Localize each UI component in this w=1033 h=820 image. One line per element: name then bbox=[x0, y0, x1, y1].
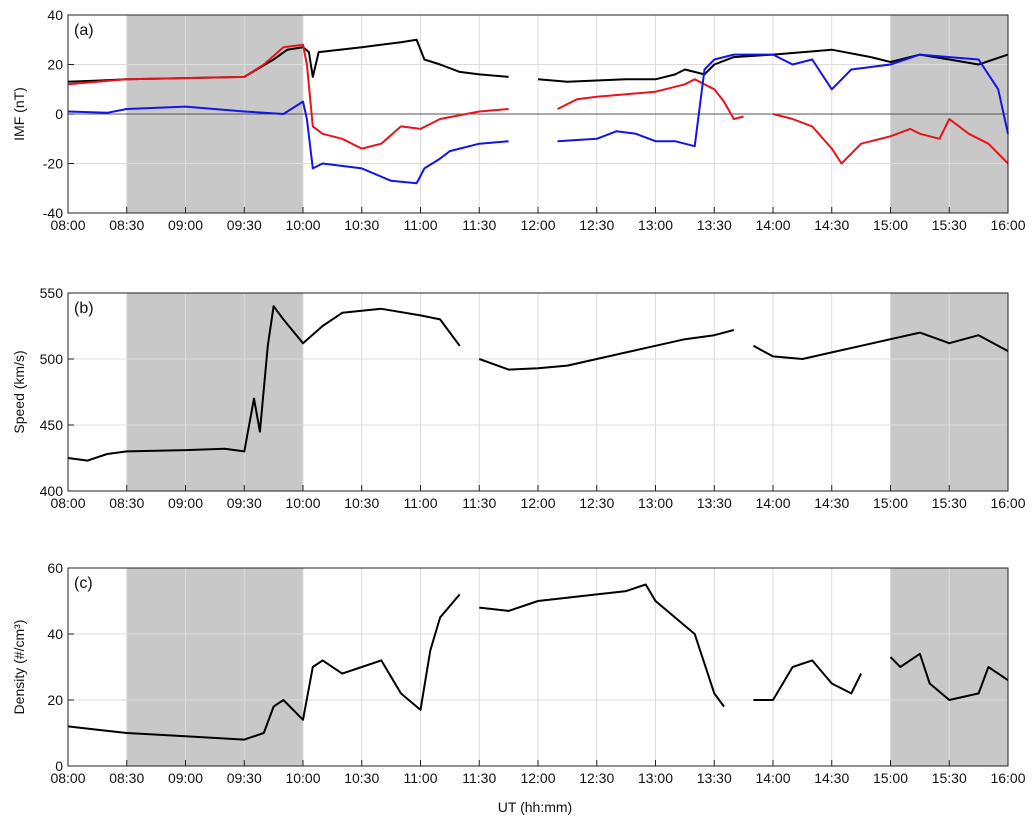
y-axis-title: IMF (nT) bbox=[11, 87, 27, 141]
series-line-blue bbox=[67, 53, 1009, 185]
x-tick-label: 12:00 bbox=[520, 770, 555, 786]
x-tick-label: 16:00 bbox=[990, 770, 1025, 786]
x-tick-label: 10:30 bbox=[344, 495, 379, 511]
x-tick-label: 10:30 bbox=[344, 770, 379, 786]
x-tick-label: 11:00 bbox=[404, 770, 438, 786]
y-tick-label: 0 bbox=[55, 758, 63, 774]
x-tick-label: 11:00 bbox=[404, 217, 438, 233]
x-tick-label: 15:30 bbox=[932, 217, 967, 233]
x-tick-label: 12:00 bbox=[520, 217, 555, 233]
y-tick-label: 40 bbox=[47, 626, 63, 642]
series-line-black bbox=[67, 583, 1009, 741]
x-tick-label: 14:00 bbox=[755, 217, 790, 233]
x-tick-label: 13:30 bbox=[697, 217, 732, 233]
x-tick-label: 15:30 bbox=[932, 495, 967, 511]
x-tick-label: 15:30 bbox=[932, 770, 967, 786]
y-tick-label: 500 bbox=[40, 351, 64, 367]
x-tick-label: 10:00 bbox=[285, 495, 320, 511]
y-tick-label: -40 bbox=[43, 205, 63, 221]
speed-panel: 08:00 08:30 09:00 09:30 10:00 10:30 11:00 11:30… bbox=[11, 285, 1026, 511]
y-tick-label: 0 bbox=[55, 106, 63, 122]
x-tick-label: 09:00 bbox=[168, 217, 203, 233]
x-tick-label: 12:30 bbox=[579, 495, 614, 511]
panel-label: (b) bbox=[74, 300, 94, 317]
x-tick-label: 08:00 bbox=[50, 495, 85, 511]
x-tick-label: 14:30 bbox=[814, 770, 849, 786]
x-tick-label: 16:00 bbox=[990, 495, 1025, 511]
x-tick-label: 08:30 bbox=[109, 770, 144, 786]
y-axis-title: Speed (km/s) bbox=[11, 350, 27, 433]
x-tick-label: 12:30 bbox=[579, 217, 614, 233]
y-tick-label: -20 bbox=[43, 156, 63, 172]
y-tick-label: 20 bbox=[47, 57, 63, 73]
x-tick-label: 16:00 bbox=[990, 217, 1025, 233]
x-tick-label: 08:30 bbox=[109, 217, 144, 233]
panel-label: (a) bbox=[74, 22, 94, 39]
x-tick-label: 11:00 bbox=[404, 495, 438, 511]
y-axis-title: Density (#/cm³) bbox=[11, 620, 27, 715]
x-tick-label: 13:00 bbox=[638, 217, 673, 233]
panel-label: (c) bbox=[74, 575, 93, 592]
x-tick-label: 09:00 bbox=[168, 495, 203, 511]
x-tick-label: 09:00 bbox=[168, 770, 203, 786]
x-tick-label: 12:00 bbox=[520, 495, 555, 511]
x-tick-label: 10:00 bbox=[285, 770, 320, 786]
x-tick-label: 14:00 bbox=[755, 495, 790, 511]
imf-panel: 08:00 08:30 09:00 09:30 10:00 10:30 11:00 11:30… bbox=[11, 7, 1026, 233]
x-tick-label: 11:30 bbox=[462, 217, 496, 233]
x-tick-label: 11:30 bbox=[462, 495, 496, 511]
x-tick-label: 09:30 bbox=[227, 770, 262, 786]
y-tick-label: 40 bbox=[47, 7, 63, 23]
y-tick-label: 400 bbox=[40, 483, 64, 499]
series-line-red bbox=[67, 43, 1009, 165]
x-tick-label: 15:00 bbox=[873, 495, 908, 511]
x-tick-label: 15:00 bbox=[873, 770, 908, 786]
x-tick-label: 09:30 bbox=[227, 495, 262, 511]
x-tick-label: 08:00 bbox=[50, 770, 85, 786]
x-tick-label: 13:30 bbox=[697, 495, 732, 511]
x-tick-label: 13:00 bbox=[638, 495, 673, 511]
x-tick-label: 09:30 bbox=[227, 217, 262, 233]
x-tick-label: 12:30 bbox=[579, 770, 614, 786]
y-tick-label: 450 bbox=[40, 417, 64, 433]
x-tick-label: 13:00 bbox=[638, 770, 673, 786]
x-tick-label: 15:00 bbox=[873, 217, 908, 233]
shaded-interval-0 bbox=[126, 293, 303, 491]
x-tick-label: 10:30 bbox=[344, 217, 379, 233]
x-tick-label: 10:00 bbox=[285, 217, 320, 233]
shaded-interval-0 bbox=[126, 568, 303, 766]
y-tick-label: 20 bbox=[47, 692, 63, 708]
x-tick-label: 11:30 bbox=[462, 770, 496, 786]
x-tick-label: 13:30 bbox=[697, 770, 732, 786]
x-tick-label: 08:30 bbox=[109, 495, 144, 511]
series-line-black bbox=[67, 305, 1009, 462]
x-tick-label: 14:30 bbox=[814, 217, 849, 233]
density-panel: 08:00 08:30 09:00 09:30 10:00 10:30 11:00 11:30… bbox=[11, 560, 1026, 786]
x-tick-label: 14:30 bbox=[814, 495, 849, 511]
y-tick-label: 550 bbox=[40, 285, 64, 301]
x-tick-label: 08:00 bbox=[50, 217, 85, 233]
x-axis-title: UT (hh:mm) bbox=[498, 799, 572, 815]
y-tick-label: 60 bbox=[47, 560, 63, 576]
x-tick-label: 14:00 bbox=[755, 770, 790, 786]
